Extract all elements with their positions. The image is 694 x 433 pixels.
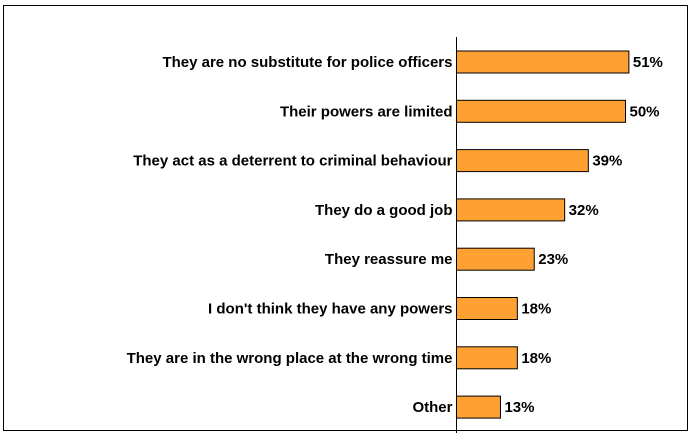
- value-label-3: 32%: [569, 202, 599, 219]
- bar-6: [456, 346, 518, 370]
- value-label-2: 39%: [592, 153, 622, 170]
- bar-0: [456, 50, 630, 74]
- category-label-0: They are no substitute for police office…: [162, 54, 452, 71]
- category-labels-layer: They are no substitute for police office…: [127, 54, 453, 416]
- bar-1: [456, 99, 626, 123]
- bar-5: [456, 297, 518, 320]
- value-label-6: 18%: [521, 350, 551, 367]
- category-label-5: I don't think they have any powers: [208, 301, 452, 318]
- category-label-1: Their powers are limited: [280, 103, 453, 120]
- bar-7: [456, 395, 501, 419]
- bars-layer: [456, 50, 630, 419]
- category-label-6: They are in the wrong place at the wrong…: [127, 350, 453, 367]
- bar-4: [456, 247, 535, 271]
- category-label-7: Other: [412, 399, 452, 416]
- bar-2: [456, 149, 589, 173]
- value-label-5: 18%: [521, 301, 551, 318]
- value-label-4: 23%: [538, 251, 568, 268]
- chart-frame: [3, 5, 688, 431]
- bar-3: [456, 198, 566, 222]
- value-label-0: 51%: [633, 54, 663, 71]
- value-label-7: 13%: [504, 399, 534, 416]
- category-label-4: They reassure me: [325, 251, 453, 268]
- value-label-1: 50%: [630, 103, 660, 120]
- category-label-3: They do a good job: [315, 202, 453, 219]
- value-labels-layer: 51% 50% 39% 32% 23% 18% 18% 13%: [504, 54, 662, 416]
- category-label-2: They act as a deterrent to criminal beha…: [133, 153, 452, 170]
